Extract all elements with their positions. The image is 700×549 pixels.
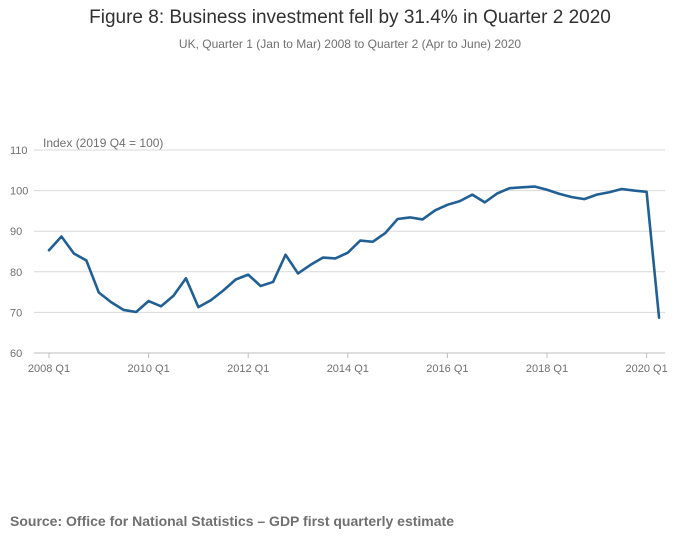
x-tick-label: 2020 Q1	[625, 363, 667, 375]
y-tick-label: 60	[10, 348, 22, 360]
y-tick-label: 110	[10, 145, 28, 157]
x-tick-label: 2008 Q1	[28, 363, 70, 375]
x-tick-label: 2012 Q1	[227, 363, 269, 375]
y-tick-label: 70	[10, 307, 22, 319]
x-tick-label: 2016 Q1	[426, 363, 468, 375]
x-axis: 2008 Q1 2010 Q1 2012 Q1 2014 Q1 2016 Q1 2018 …	[28, 353, 668, 375]
source-note: Source: Office for National Statistics –…	[10, 513, 454, 529]
x-tick-label: 2014 Q1	[327, 363, 369, 375]
x-tick-label: 2018 Q1	[526, 363, 568, 375]
y-tick-label: 90	[10, 226, 22, 238]
x-tick-label: 2010 Q1	[127, 363, 169, 375]
series-line-business-investment	[47, 185, 661, 319]
y-tick-label: 100	[10, 186, 28, 198]
y-tick-label: 80	[10, 267, 22, 279]
chart-title: Figure 8: Business investment fell by 31…	[89, 7, 611, 28]
chart-subtitle: UK, Quarter 1 (Jan to Mar) 2008 to Quart…	[178, 37, 522, 51]
gridlines	[34, 149, 665, 354]
y-axis-label: Index (2019 Q4 = 100)	[43, 136, 163, 150]
y-axis: 60 70 80 90 100 110	[10, 145, 28, 360]
